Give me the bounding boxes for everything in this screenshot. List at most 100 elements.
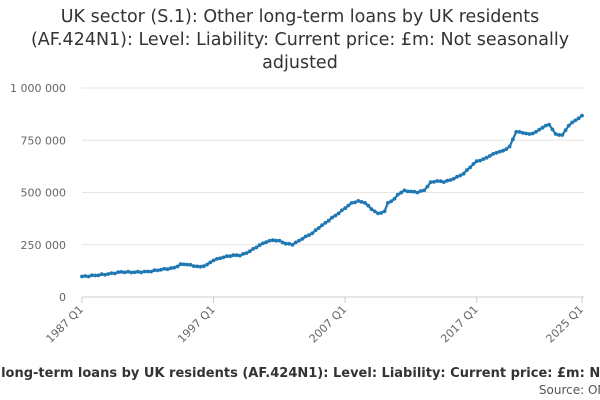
data-point — [234, 253, 239, 258]
data-point — [330, 215, 334, 220]
data-point — [172, 265, 177, 270]
data-point — [241, 252, 246, 256]
data-point — [303, 234, 308, 239]
data-point — [343, 206, 348, 211]
data-point — [142, 269, 147, 274]
data-point — [340, 208, 344, 213]
data-point — [109, 271, 114, 275]
data-point — [520, 131, 525, 135]
data-point — [566, 123, 571, 128]
data-point — [573, 118, 578, 123]
x-axis-ticks: 1987 Q1 1997 Q1 2007 Q1 2017 Q1 2025 Q1 — [44, 297, 587, 346]
data-point — [90, 273, 94, 278]
data-point — [191, 264, 196, 268]
data-point — [126, 269, 130, 274]
data-point — [514, 130, 519, 134]
series-line — [81, 114, 583, 278]
data-point — [353, 200, 357, 205]
footer-source-label: Source: ONS — [538, 383, 600, 397]
data-point — [576, 116, 581, 121]
data-point — [336, 211, 341, 216]
data-point — [132, 270, 137, 275]
data-point — [402, 188, 407, 193]
data-point — [405, 189, 410, 194]
data-point — [231, 253, 236, 258]
data-point — [455, 174, 459, 179]
data-point — [224, 254, 229, 259]
data-point — [524, 131, 528, 136]
data-point — [451, 176, 456, 181]
data-point — [195, 264, 200, 269]
data-point — [80, 274, 84, 279]
data-point — [99, 272, 104, 277]
data-point — [280, 240, 285, 245]
data-point — [284, 241, 288, 246]
chart-footer: UK sector (S.1): Other long-term loans b… — [0, 364, 600, 400]
data-point — [297, 238, 301, 243]
data-point — [96, 273, 101, 278]
data-point — [412, 189, 417, 194]
data-point — [86, 274, 91, 279]
data-point — [395, 192, 400, 197]
data-point — [550, 127, 555, 132]
data-point — [103, 272, 107, 277]
data-point — [188, 262, 193, 267]
data-point — [208, 260, 213, 265]
data-point — [244, 251, 249, 256]
chart-title: UK sector (S.1): Other long-term loans b… — [30, 7, 570, 73]
data-point — [139, 270, 144, 275]
data-point — [201, 264, 206, 269]
x-tick-label: 2017 Q1 — [438, 303, 481, 346]
data-point — [106, 272, 111, 276]
data-point — [228, 254, 232, 259]
data-point — [257, 243, 262, 248]
x-tick-label: 2025 Q1 — [544, 303, 587, 346]
data-point — [435, 179, 440, 183]
data-point — [543, 123, 548, 128]
data-point — [428, 180, 433, 185]
data-point — [274, 238, 278, 243]
data-point — [504, 147, 509, 152]
data-point — [530, 131, 535, 136]
data-point — [458, 173, 463, 178]
data-point — [553, 132, 558, 136]
y-axis-tick-labels: 0 250 000 500 000 750 000 1 000 000 — [10, 82, 66, 304]
data-point — [560, 133, 565, 137]
data-point — [238, 253, 242, 258]
data-point — [484, 155, 489, 160]
data-point — [478, 158, 482, 163]
data-point — [468, 165, 473, 170]
data-point — [491, 152, 496, 156]
data-point — [326, 218, 331, 223]
x-tick-label: 1997 Q1 — [175, 303, 218, 346]
data-point — [432, 180, 436, 184]
data-point — [511, 137, 515, 142]
data-point — [261, 241, 265, 246]
data-point — [441, 180, 446, 185]
data-point — [448, 178, 453, 182]
data-point — [178, 262, 183, 267]
data-point — [471, 162, 476, 166]
data-point — [376, 211, 380, 216]
data-point — [399, 190, 403, 195]
data-point — [540, 125, 545, 130]
data-point — [333, 213, 338, 218]
data-point — [389, 199, 394, 204]
data-point — [168, 266, 173, 271]
data-point — [198, 264, 203, 269]
y-tick-label: 750 000 — [21, 134, 67, 147]
data-point — [119, 270, 124, 274]
data-point — [116, 270, 121, 274]
data-point — [254, 245, 259, 250]
data-point — [474, 159, 479, 164]
data-point — [363, 201, 367, 205]
data-point — [379, 211, 384, 215]
y-tick-label: 500 000 — [21, 187, 67, 200]
data-point — [580, 113, 584, 118]
data-point — [165, 267, 170, 272]
data-point — [366, 203, 371, 208]
data-point — [534, 130, 538, 134]
data-point — [422, 188, 426, 193]
data-point — [372, 209, 377, 214]
